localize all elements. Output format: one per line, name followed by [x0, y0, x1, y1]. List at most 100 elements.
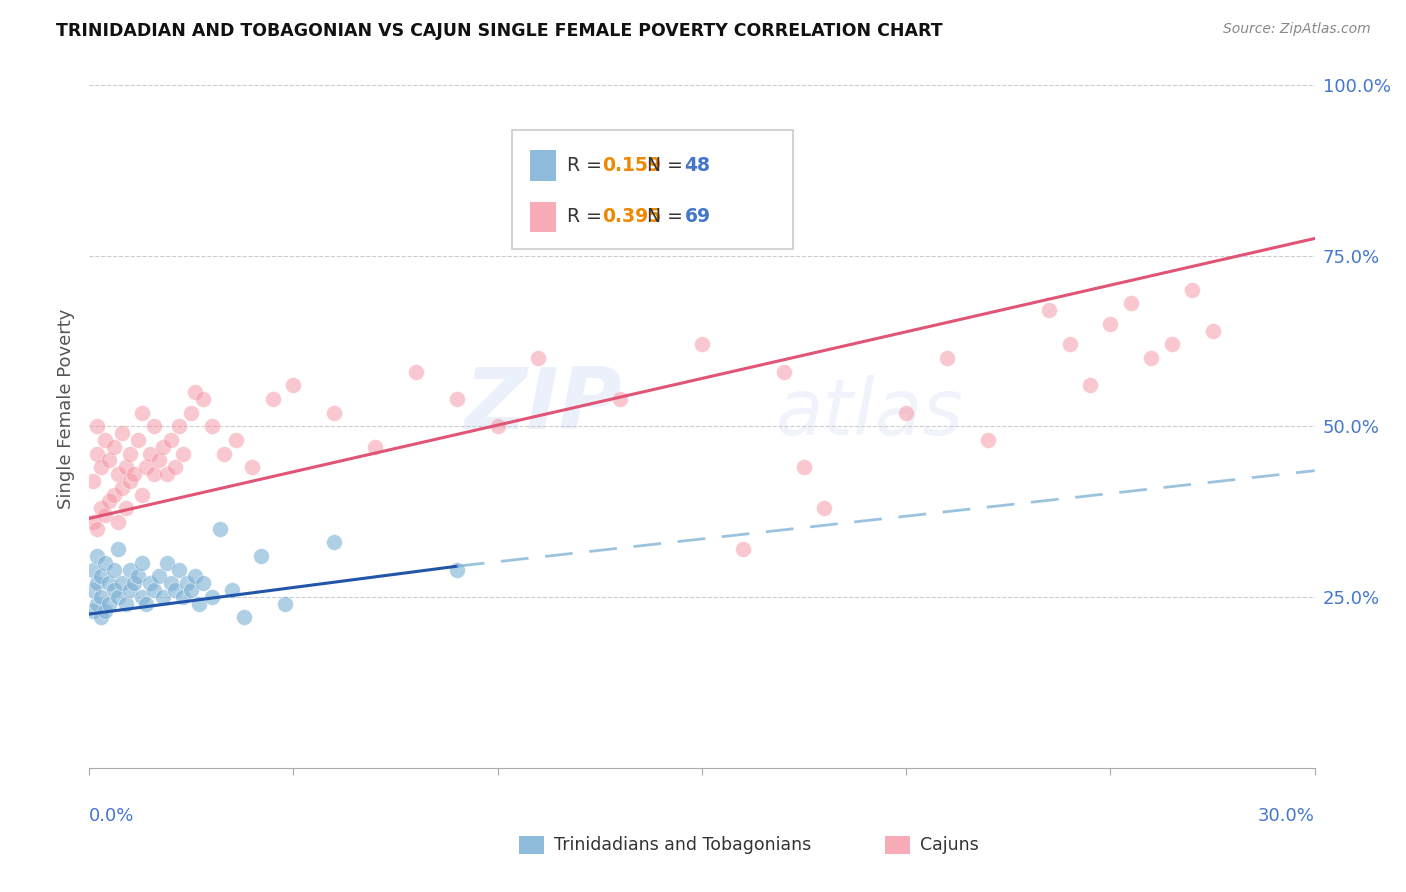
Point	[82, 563, 104, 577]
Point	[274, 597, 297, 611]
Text: 30.0%: 30.0%	[1258, 807, 1315, 825]
Point	[139, 446, 162, 460]
Point	[148, 569, 170, 583]
Point	[233, 610, 256, 624]
Point	[221, 583, 243, 598]
Text: R =: R =	[567, 208, 607, 227]
Point	[131, 556, 153, 570]
Point	[1119, 296, 1142, 310]
Point	[114, 501, 136, 516]
Point	[690, 337, 713, 351]
Point	[156, 467, 179, 481]
Point	[323, 406, 346, 420]
Point	[283, 378, 305, 392]
Point	[249, 549, 271, 563]
Point	[135, 597, 157, 611]
Point	[894, 406, 917, 420]
Text: 69: 69	[685, 208, 710, 227]
Point	[82, 604, 104, 618]
Point	[172, 446, 194, 460]
Point	[131, 487, 153, 501]
Point	[446, 392, 468, 406]
Point	[1038, 303, 1060, 318]
Point	[107, 467, 129, 481]
Point	[103, 487, 125, 501]
Point	[225, 433, 247, 447]
Point	[527, 351, 550, 365]
Point	[180, 583, 202, 598]
Point	[131, 406, 153, 420]
Point	[90, 501, 112, 516]
Point	[242, 460, 264, 475]
Point	[94, 433, 117, 447]
Point	[143, 419, 166, 434]
Point	[364, 440, 387, 454]
Point	[159, 433, 181, 447]
Point	[936, 351, 959, 365]
Point	[793, 460, 815, 475]
Point	[212, 446, 235, 460]
Text: Trinidadians and Tobagonians: Trinidadians and Tobagonians	[554, 836, 811, 854]
Point	[107, 542, 129, 557]
Point	[486, 419, 509, 434]
Point	[159, 576, 181, 591]
Text: N =: N =	[647, 208, 689, 227]
Point	[107, 590, 129, 604]
Point	[977, 433, 1000, 447]
Point	[446, 563, 468, 577]
Point	[94, 556, 117, 570]
Point	[152, 440, 174, 454]
Point	[1140, 351, 1163, 365]
Text: atlas: atlas	[775, 375, 963, 450]
Point	[98, 576, 121, 591]
Point	[167, 419, 190, 434]
Point	[86, 576, 108, 591]
Point	[90, 460, 112, 475]
Point	[86, 522, 108, 536]
Point	[188, 597, 211, 611]
Point	[813, 501, 835, 516]
Text: N =: N =	[647, 156, 689, 175]
Point	[193, 392, 215, 406]
Point	[1059, 337, 1081, 351]
Point	[1181, 283, 1204, 297]
Point	[201, 419, 224, 434]
Point	[143, 583, 166, 598]
Text: R =: R =	[567, 156, 607, 175]
Point	[103, 583, 125, 598]
Point	[323, 535, 346, 549]
Text: 0.395: 0.395	[602, 208, 661, 227]
Point	[163, 583, 186, 598]
Point	[118, 563, 141, 577]
Point	[86, 419, 108, 434]
Point	[772, 365, 794, 379]
Point	[139, 576, 162, 591]
Point	[1078, 378, 1101, 392]
Point	[180, 406, 202, 420]
Point	[184, 385, 207, 400]
Point	[111, 481, 134, 495]
Point	[731, 542, 754, 557]
Text: 0.159: 0.159	[602, 156, 661, 175]
Point	[405, 365, 427, 379]
Point	[111, 426, 134, 441]
Point	[82, 474, 104, 488]
Point	[94, 508, 117, 522]
Point	[1160, 337, 1182, 351]
Point	[107, 515, 129, 529]
Text: TRINIDADIAN AND TOBAGONIAN VS CAJUN SINGLE FEMALE POVERTY CORRELATION CHART: TRINIDADIAN AND TOBAGONIAN VS CAJUN SING…	[56, 22, 943, 40]
Point	[118, 446, 141, 460]
Point	[86, 549, 108, 563]
Point	[86, 446, 108, 460]
Point	[135, 460, 157, 475]
Text: Source: ZipAtlas.com: Source: ZipAtlas.com	[1223, 22, 1371, 37]
Point	[163, 460, 186, 475]
Point	[184, 569, 207, 583]
Point	[262, 392, 284, 406]
Text: ZIP: ZIP	[464, 364, 623, 447]
Point	[122, 576, 145, 591]
Point	[90, 590, 112, 604]
Point	[82, 583, 104, 598]
Point	[98, 597, 121, 611]
Point	[111, 576, 134, 591]
